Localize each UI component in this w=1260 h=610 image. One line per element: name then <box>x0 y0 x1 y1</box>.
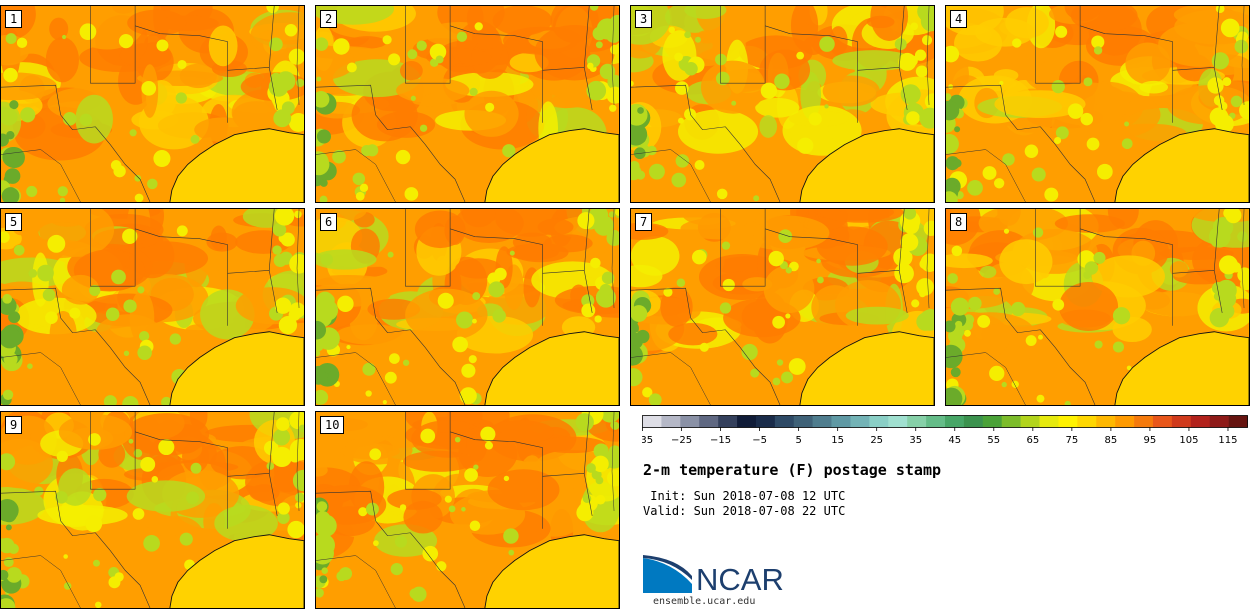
colorbar-bin-27 <box>1152 415 1173 428</box>
colorbar-bin-0 <box>642 415 662 428</box>
panel-number-label: 1 <box>5 10 23 28</box>
map-panel-5: 5 <box>0 208 305 406</box>
colorbar-bin-30 <box>1209 415 1229 428</box>
colorbar-tick-label-10: 65 <box>1026 435 1039 446</box>
panel-number-label: 3 <box>635 10 653 28</box>
colorbar-tick-label-0: −35 <box>642 435 653 446</box>
colorbar-bin-6 <box>755 415 776 428</box>
init-time: Init: Sun 2018-07-08 12 UTC <box>643 489 846 503</box>
colorbar-tick-label-1: −25 <box>671 435 692 446</box>
panel-number-label: 10 <box>320 416 345 434</box>
panel-number-label: 6 <box>320 213 338 231</box>
map-panel-7: 7 <box>630 208 935 406</box>
colorbar-tick-label-15: 115 <box>1218 435 1237 446</box>
map-panel-1: 1 <box>0 5 305 203</box>
panel-number-label: 9 <box>5 416 23 434</box>
colorbar-bin-10 <box>831 415 851 428</box>
colorbar-bin-19 <box>1001 415 1021 428</box>
map-panel-4: 4 <box>945 5 1250 203</box>
colorbar-tick-label-3: −5 <box>752 435 767 446</box>
colorbar-tick-label-4: 5 <box>795 435 801 446</box>
colorbar-bin-3 <box>699 415 719 428</box>
panel-number-label: 4 <box>950 10 968 28</box>
colorbar-bin-28 <box>1171 415 1192 428</box>
ncar-logo: NCAR <box>643 555 784 594</box>
map-panel-6: 6 <box>315 208 620 406</box>
colorbar-tick-label-6: 25 <box>870 435 883 446</box>
colorbar-bin-26 <box>1134 415 1154 428</box>
colorbar-bin-13 <box>888 415 908 428</box>
logo-url: ensemble.ucar.edu <box>653 596 756 607</box>
colorbar-bin-12 <box>869 415 889 428</box>
map-panel-3: 3 <box>630 5 935 203</box>
colorbar-tick-label-7: 35 <box>909 435 922 446</box>
colorbar-tick-label-5: 15 <box>831 435 844 446</box>
ncar-logo-text: NCAR <box>696 562 784 594</box>
colorbar-tick-label-8: 45 <box>948 435 961 446</box>
valid-time: Valid: Sun 2018-07-08 22 UTC <box>643 504 846 518</box>
colorbar-bin-2 <box>680 415 700 428</box>
colorbar-tick-label-11: 75 <box>1065 435 1078 446</box>
colorbar-bin-5 <box>737 415 757 428</box>
colorbar-bin-24 <box>1096 415 1116 428</box>
colorbar-tick-label-14: 105 <box>1179 435 1198 446</box>
colorbar-bin-9 <box>812 415 832 428</box>
colorbar-tick-label-2: −15 <box>710 435 731 446</box>
colorbar-bin-11 <box>850 415 870 428</box>
temperature-colorbar: −35 −25 −15 −5 5 15 25 35 45 55 65 75 85 95 105 115 <box>642 415 1248 446</box>
colorbar-bin-14 <box>907 415 927 428</box>
colorbar-bin-4 <box>718 415 738 428</box>
colorbar-bin-17 <box>963 415 984 428</box>
colorbar-bin-15 <box>926 415 946 428</box>
map-panel-8: 8 <box>945 208 1250 406</box>
colorbar-bin-23 <box>1077 415 1097 428</box>
colorbar-bin-22 <box>1058 415 1078 428</box>
colorbar-tick-label-12: 85 <box>1105 435 1118 446</box>
panel-number-label: 8 <box>950 213 968 231</box>
colorbar-bin-31 <box>1228 415 1248 428</box>
ncar-logo-navy-swoosh <box>643 555 692 580</box>
colorbar-bin-18 <box>982 415 1003 428</box>
map-panel-2: 2 <box>315 5 620 203</box>
colorbar-tick-label-13: 95 <box>1144 435 1157 446</box>
panel-number-label: 7 <box>635 213 653 231</box>
colorbar-tick-label-9: 55 <box>987 435 1000 446</box>
figure-title: 2-m temperature (F) postage stamp <box>643 461 942 479</box>
panel-number-label: 5 <box>5 213 23 231</box>
colorbar-outline <box>642 415 1248 428</box>
colorbar-bin-21 <box>1039 415 1059 428</box>
colorbar-bin-16 <box>945 415 965 428</box>
colorbar-bin-1 <box>661 415 681 428</box>
panel-number-label: 2 <box>320 10 338 28</box>
colorbar-bin-7 <box>774 415 795 428</box>
colorbar-bin-20 <box>1020 415 1040 428</box>
colorbar-bin-29 <box>1190 415 1210 428</box>
map-panel-9: 9 <box>0 411 305 609</box>
ncar-logo-blue-swoosh <box>643 558 692 593</box>
colorbar-bin-25 <box>1115 415 1135 428</box>
colorbar-bin-8 <box>793 415 813 428</box>
map-panel-10: 10 <box>315 411 620 609</box>
